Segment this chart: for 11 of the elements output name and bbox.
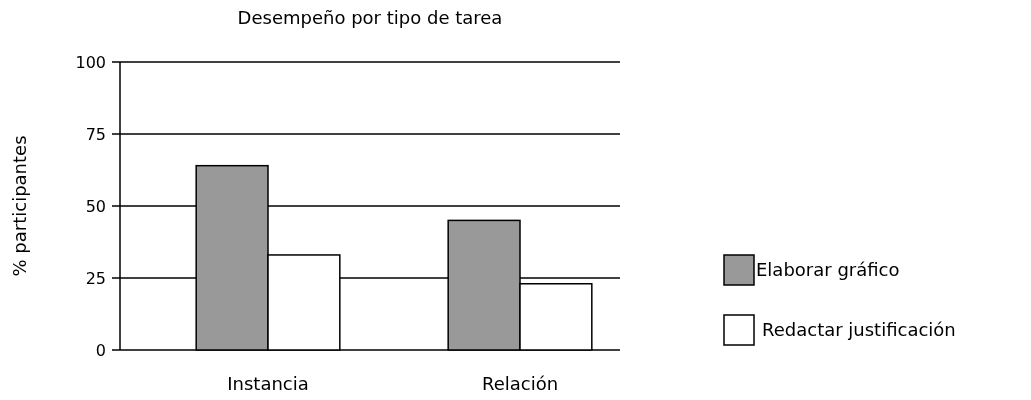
y-tick-label: 100 [75,52,106,72]
x-tick-label: Relación [481,373,559,394]
chart-title: Desempeño por tipo de tarea [237,7,503,28]
y-tick-label: 75 [85,124,106,144]
y-tick-label: 50 [85,196,106,216]
y-tick-label: 25 [85,268,106,288]
legend-label: Redactar justificación [762,319,956,341]
y-axis-title: % participantes [9,135,30,277]
x-tick-label: Instancia [227,373,309,394]
y-tick-label: 0 [95,340,106,360]
legend-label: Elaborar gráfico [756,259,900,281]
